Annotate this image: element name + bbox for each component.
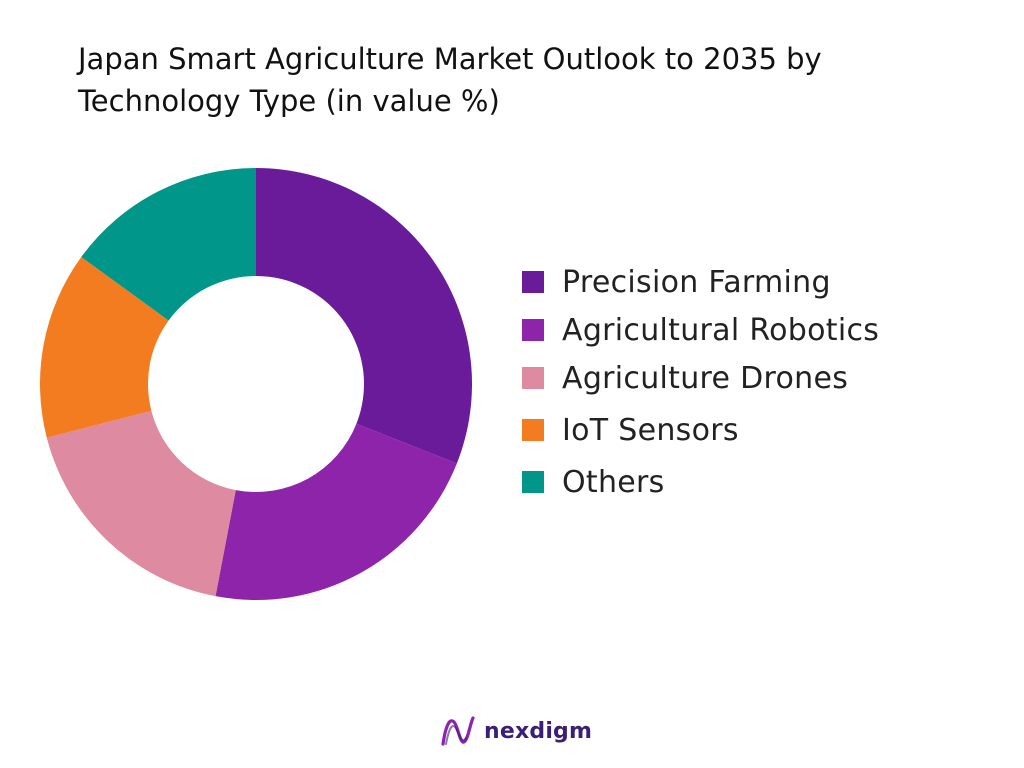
donut-chart <box>40 168 473 600</box>
legend-item: IoT Sensors <box>522 410 739 450</box>
legend-label: Agriculture Drones <box>562 360 849 396</box>
legend-swatch <box>522 271 544 293</box>
chart-title: Japan Smart Agriculture Market Outlook t… <box>78 42 822 118</box>
legend-label: IoT Sensors <box>562 412 739 448</box>
legend-item: Agricultural Robotics <box>522 310 879 350</box>
legend-swatch <box>522 319 544 341</box>
legend-label: Agricultural Robotics <box>562 312 880 348</box>
donut-slice-agricultural-robotics <box>215 423 457 600</box>
nexdigm-logo-icon <box>441 716 475 746</box>
legend-item: Others <box>522 462 665 502</box>
donut-slice-agriculture-drones <box>46 410 236 597</box>
legend-swatch <box>522 367 544 389</box>
brand-name: nexdigm <box>484 718 593 744</box>
brand-footer: nexdigm <box>440 714 592 748</box>
legend-item: Precision Farming <box>522 262 831 302</box>
donut-slice-iot-sensors <box>40 257 169 438</box>
legend-label: Precision Farming <box>562 264 831 300</box>
donut-slice-precision-farming <box>256 168 473 464</box>
donut-slice-others <box>81 168 256 321</box>
legend-label: Others <box>562 464 665 500</box>
legend-swatch <box>522 419 544 441</box>
legend-item: Agriculture Drones <box>522 358 848 398</box>
legend-swatch <box>522 471 544 493</box>
